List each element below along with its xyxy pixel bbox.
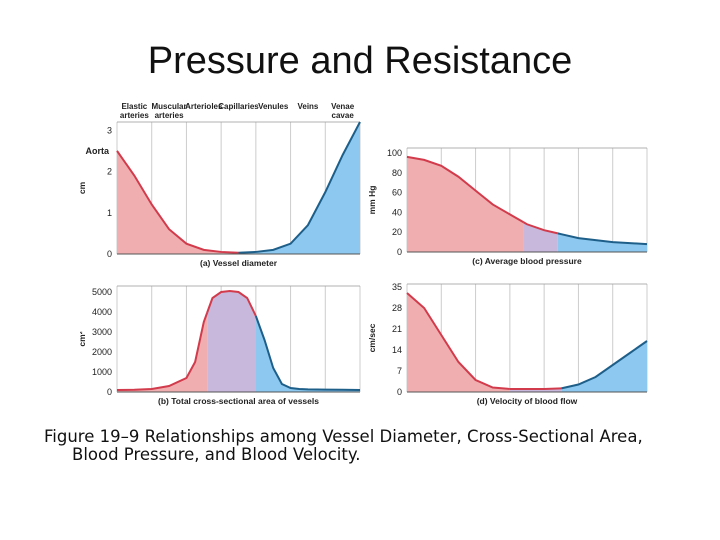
y-tick-label: 1	[107, 208, 112, 218]
area-region-red	[407, 293, 510, 392]
y-axis-title: cm/sec	[367, 323, 377, 352]
series-line	[523, 221, 559, 235]
category-label: Veins	[297, 102, 318, 111]
panel-label: (d) Velocity of blood flow	[477, 396, 578, 406]
y-tick-label: 21	[392, 324, 402, 334]
category-label: Capillaries	[218, 102, 259, 111]
panel-label: (b) Total cross-sectional area of vessel…	[158, 396, 319, 406]
y-tick-label: 40	[392, 207, 402, 217]
y-tick-label: 2	[107, 167, 112, 177]
y-tick-label: 80	[392, 168, 402, 178]
y-tick-label: 3	[107, 125, 112, 135]
series-line	[206, 289, 257, 317]
series-line	[509, 387, 562, 390]
area-region-red	[407, 156, 524, 252]
y-tick-label: 0	[397, 247, 402, 257]
y-axis-title: cm²	[80, 331, 87, 346]
y-tick-label: 2000	[92, 347, 112, 357]
figure-caption: Figure 19–9 Relationships among Vessel D…	[44, 428, 684, 464]
category-label: Venules	[258, 102, 289, 111]
category-label: Elastic arteries	[120, 102, 149, 120]
series-line	[254, 315, 361, 391]
area-region-purple	[523, 222, 558, 252]
y-tick-label: 3000	[92, 327, 112, 337]
area-region-red	[117, 312, 208, 392]
y-tick-label: 7	[397, 366, 402, 376]
aorta-label: Aorta	[85, 146, 109, 156]
y-tick-label: 14	[392, 345, 402, 355]
series-line	[406, 155, 525, 224]
y-tick-label: 20	[392, 227, 402, 237]
y-tick-label: 1000	[92, 367, 112, 377]
area-region-blue	[561, 341, 647, 392]
caption-line-2: Blood Pressure, and Blood Velocity.	[72, 445, 361, 464]
series-line	[238, 121, 361, 254]
area-region-red	[117, 150, 239, 254]
chart-panel-4: 0 7 14 21 28 35 cm/sec (d) Velocity of blood fl…	[367, 282, 648, 406]
area-region-blue	[238, 122, 360, 254]
chart-panel-3: 0 1000 2000 3000 4000 5000 cm² (b) Total cross-…	[80, 285, 361, 406]
y-axis-title: cm	[80, 181, 87, 194]
y-axis-title: mm Hg	[367, 186, 377, 215]
area-region-blue	[557, 233, 647, 252]
y-tick-label: 4000	[92, 307, 112, 317]
series-line	[561, 340, 648, 390]
series-line	[116, 312, 209, 391]
panel-label: (a) Vessel diameter	[200, 258, 278, 268]
chart-panel-2: 0 20 40 60 80 100 mm Hg (c) Average blood press…	[367, 147, 648, 266]
y-tick-label: 28	[392, 303, 402, 313]
y-tick-label: 35	[392, 282, 402, 292]
slide-title: Pressure and Resistance	[147, 40, 573, 82]
y-tick-label: 60	[392, 188, 402, 198]
y-tick-label: 0	[397, 387, 402, 397]
y-tick-label: 0	[107, 387, 112, 397]
y-tick-label: 100	[387, 148, 402, 158]
area-region-blue	[255, 316, 360, 392]
category-label: Venae cavae	[331, 102, 355, 120]
figure-panels: 0 1 2 3 cm Aorta (a) Vessel diameter Elastic art…	[80, 102, 648, 406]
caption-line-1: Figure 19–9 Relationships among Vessel D…	[44, 427, 643, 446]
y-tick-label: 0	[107, 249, 112, 259]
area-region-purple	[207, 291, 256, 392]
chart-panel-1: 0 1 2 3 cm Aorta (a) Vessel diameter Elastic art…	[80, 102, 361, 268]
panel-label: (c) Average blood pressure	[472, 256, 582, 266]
y-tick-label: 5000	[92, 287, 112, 297]
series-line	[557, 232, 648, 246]
series-line	[406, 292, 510, 390]
series-line	[116, 150, 239, 254]
category-label: Arterioles	[185, 102, 223, 111]
category-label: Muscular arteries	[152, 102, 187, 120]
